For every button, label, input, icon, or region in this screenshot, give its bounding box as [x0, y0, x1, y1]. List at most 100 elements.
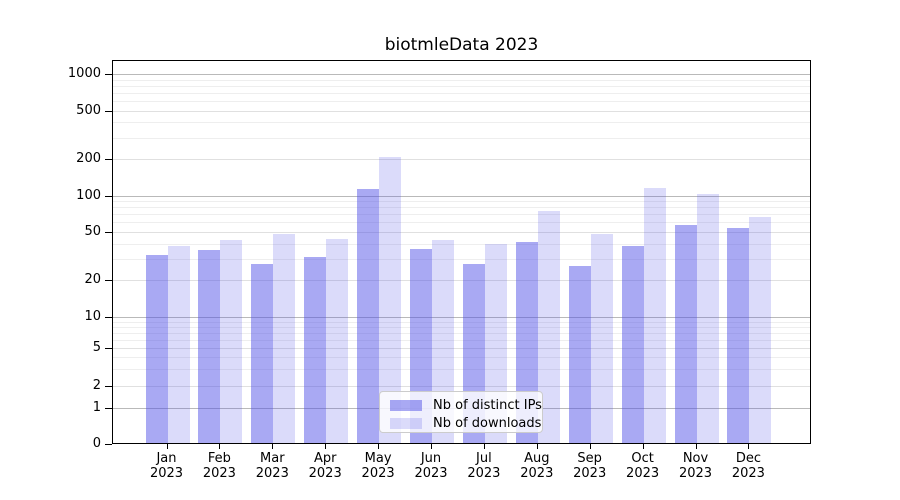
legend-label: Nb of downloads [433, 415, 542, 431]
bar-downloads-nov-2023 [696, 193, 719, 443]
y-tick-label-200: 200 [76, 150, 101, 166]
y-tick-label-1: 1 [92, 400, 101, 415]
plot-area [112, 60, 811, 444]
y-tick-5 [105, 348, 112, 349]
chart-title: biotmleData 2023 [384, 35, 539, 55]
bar-ips-nov-2023 [674, 225, 697, 443]
bar-downloads-aug-2023 [537, 210, 560, 443]
bar-ips-sep-2023 [568, 265, 591, 443]
x-tick-dec-2023 [748, 444, 750, 449]
x-tick-label-feb-2023: Feb 2023 [202, 451, 236, 481]
y-tick-1000 [105, 74, 112, 75]
bar-downloads-apr-2023 [326, 238, 349, 443]
y-tick-label-0: 0 [92, 436, 101, 451]
y-tick-label-50: 50 [84, 224, 101, 240]
y-tick-500 [105, 110, 112, 112]
x-tick-label-sep-2023: Sep 2023 [573, 451, 607, 481]
bar-downloads-sep-2023 [590, 234, 613, 443]
y-tick-0 [105, 444, 112, 445]
gridline-400 [113, 122, 810, 124]
x-tick-label-aug-2023: Aug 2023 [520, 451, 554, 481]
y-tick-50 [105, 232, 112, 234]
legend-swatch-distinct-ips [390, 399, 422, 411]
y-tick-200 [105, 158, 112, 160]
gridline-50 [113, 232, 810, 234]
bar-downloads-oct-2023 [643, 187, 666, 443]
y-tick-label-2: 2 [92, 378, 101, 393]
legend-swatch-downloads [390, 417, 422, 429]
x-tick-label-jul-2023: Jul 2023 [467, 451, 501, 481]
bar-ips-may-2023 [357, 189, 380, 443]
y-tick-1 [105, 408, 112, 409]
y-tick-label-10: 10 [84, 309, 101, 324]
legend-item-distinct-ips: Nb of distinct IPs [390, 397, 542, 413]
legend: Nb of distinct IPs Nb of downloads [379, 391, 543, 433]
x-tick-jul-2023 [483, 444, 485, 449]
gridline-90 [113, 201, 810, 203]
x-tick-label-apr-2023: Apr 2023 [308, 451, 342, 481]
bar-ips-feb-2023 [198, 250, 221, 443]
bar-downloads-dec-2023 [749, 216, 772, 443]
x-tick-label-jun-2023: Jun 2023 [414, 451, 448, 481]
x-tick-oct-2023 [642, 444, 644, 449]
gridline-80 [113, 207, 810, 209]
gridline-500 [113, 110, 810, 112]
bar-ips-dec-2023 [727, 228, 750, 443]
gridline-6 [113, 339, 810, 341]
x-tick-nov-2023 [695, 444, 697, 449]
x-tick-jun-2023 [431, 444, 432, 449]
gridline-30 [113, 259, 810, 261]
gridline-70 [113, 214, 810, 216]
gridline-200 [113, 158, 810, 160]
legend-label: Nb of distinct IPs [433, 397, 542, 413]
gridline-7 [113, 332, 810, 334]
y-tick-2 [105, 386, 112, 387]
gridline-900 [113, 79, 810, 81]
x-tick-label-dec-2023: Dec 2023 [731, 451, 765, 481]
bar-ips-oct-2023 [621, 246, 644, 443]
x-tick-jan-2023 [166, 444, 168, 449]
y-tick-label-100: 100 [76, 187, 101, 203]
y-tick-label-1000: 1000 [67, 66, 101, 81]
x-tick-apr-2023 [325, 444, 327, 449]
x-tick-sep-2023 [589, 444, 591, 449]
y-tick-label-20: 20 [84, 272, 101, 288]
gridline-9 [113, 321, 810, 323]
legend-item-downloads: Nb of downloads [390, 415, 542, 431]
x-tick-label-jan-2023: Jan 2023 [149, 451, 184, 481]
bar-downloads-feb-2023 [220, 239, 243, 443]
gridline-8 [113, 326, 810, 328]
gridline-10 [113, 317, 810, 318]
gridline-800 [113, 85, 810, 87]
x-tick-mar-2023 [272, 444, 274, 449]
y-tick-label-5: 5 [92, 340, 101, 355]
x-tick-label-nov-2023: Nov 2023 [678, 451, 713, 481]
y-tick-20 [105, 280, 112, 282]
x-tick-feb-2023 [219, 444, 221, 449]
gridline-2 [113, 386, 810, 387]
gridline-1000 [113, 74, 810, 75]
x-tick-may-2023 [378, 444, 380, 449]
gridline-4 [113, 357, 810, 359]
gridline-5 [113, 348, 810, 349]
gridline-40 [113, 243, 810, 245]
x-tick-label-oct-2023: Oct 2023 [626, 451, 660, 481]
bar-ips-mar-2023 [251, 263, 274, 443]
gridline-700 [113, 92, 810, 94]
y-tick-100 [105, 195, 112, 197]
x-tick-label-mar-2023: Mar 2023 [255, 451, 289, 481]
x-tick-aug-2023 [536, 444, 538, 449]
bar-ips-apr-2023 [304, 256, 327, 443]
gridline-300 [113, 137, 810, 139]
gridline-3 [113, 369, 810, 371]
gridline-20 [113, 280, 810, 282]
bar-downloads-mar-2023 [273, 234, 296, 443]
y-tick-label-500: 500 [76, 102, 101, 118]
gridline-600 [113, 100, 810, 102]
bar-downloads-jan-2023 [167, 246, 190, 443]
gridline-100 [113, 195, 810, 197]
y-tick-10 [105, 317, 112, 318]
bar-downloads-may-2023 [379, 157, 402, 443]
gridline-60 [113, 222, 810, 224]
